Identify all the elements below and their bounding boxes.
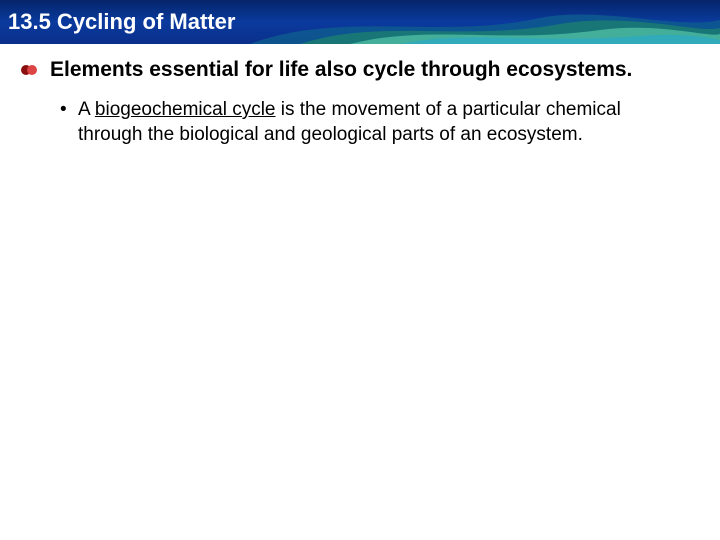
slide-title: 13.5 Cycling of Matter — [8, 9, 235, 35]
body-list: • A biogeochemical cycle is the movement… — [0, 92, 720, 147]
slide-header: 13.5 Cycling of Matter — [0, 0, 720, 44]
arrow-bullet-icon — [20, 63, 40, 77]
subheading-row: Elements essential for life also cycle t… — [0, 44, 720, 92]
subheading-text: Elements essential for life also cycle t… — [50, 58, 632, 82]
text-prefix: A — [78, 99, 95, 120]
list-item: • A biogeochemical cycle is the movement… — [60, 98, 680, 147]
list-item-text: A biogeochemical cycle is the movement o… — [78, 98, 680, 147]
bullet-dot-icon: • — [60, 98, 78, 147]
text-underlined-term: biogeochemical cycle — [95, 99, 276, 120]
